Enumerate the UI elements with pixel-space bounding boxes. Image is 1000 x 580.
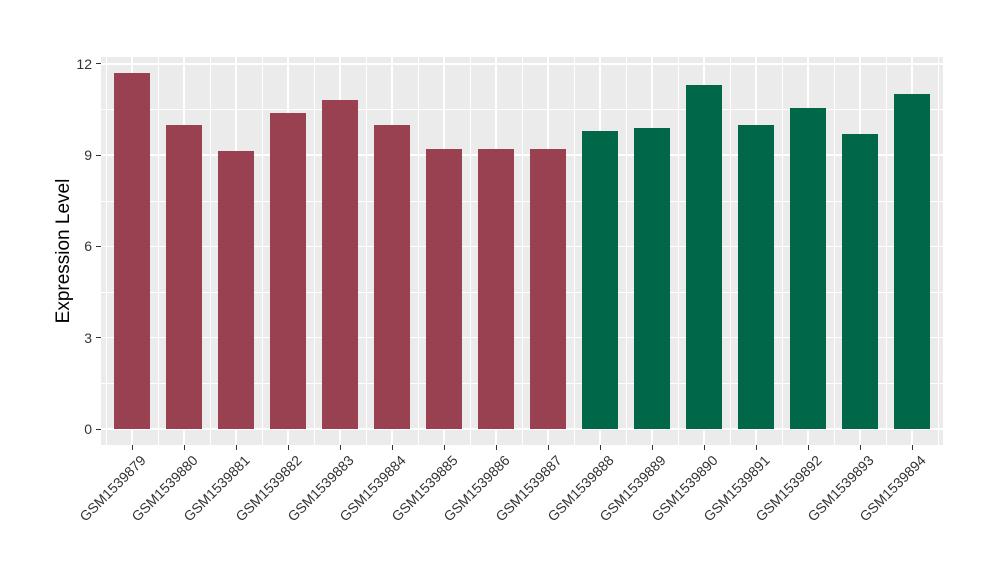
bar-GSM1539881 bbox=[218, 150, 254, 429]
y-tick-label: 0 bbox=[84, 421, 92, 437]
gridline-minor-v bbox=[730, 57, 731, 445]
x-tick-mark bbox=[235, 445, 237, 450]
gridline-minor-v bbox=[262, 57, 263, 445]
bar-GSM1539892 bbox=[790, 107, 826, 429]
x-tick-mark bbox=[651, 445, 653, 450]
y-tick-mark bbox=[95, 63, 101, 65]
gridline-minor-v bbox=[314, 57, 315, 445]
gridline-minor-v bbox=[470, 57, 471, 445]
bar-GSM1539884 bbox=[374, 124, 410, 429]
bar-GSM1539879 bbox=[114, 72, 150, 429]
bar-GSM1539893 bbox=[842, 133, 878, 429]
gridline-minor-v bbox=[834, 57, 835, 445]
bar-GSM1539883 bbox=[322, 100, 358, 429]
bar-GSM1539894 bbox=[894, 94, 930, 429]
x-tick-mark bbox=[339, 445, 341, 450]
x-tick-mark bbox=[755, 445, 757, 450]
y-tick-mark bbox=[95, 337, 101, 339]
x-tick-mark bbox=[599, 445, 601, 450]
gridline-minor-v bbox=[938, 57, 939, 445]
gridline-minor-v bbox=[522, 57, 523, 445]
x-tick-mark bbox=[131, 445, 133, 450]
y-tick-mark bbox=[95, 154, 101, 156]
gridline-minor-v bbox=[574, 57, 575, 445]
x-tick-mark bbox=[495, 445, 497, 450]
y-tick-mark bbox=[95, 245, 101, 247]
gridline-minor-v bbox=[106, 57, 107, 445]
bar-GSM1539887 bbox=[530, 149, 566, 429]
y-tick-label: 3 bbox=[84, 329, 92, 346]
y-tick-label: 9 bbox=[84, 147, 92, 164]
bar-GSM1539891 bbox=[738, 124, 774, 429]
y-tick-label: 6 bbox=[84, 238, 92, 255]
gridline-minor-v bbox=[418, 57, 419, 445]
x-tick-mark bbox=[443, 445, 445, 450]
gridline-minor-v bbox=[158, 57, 159, 445]
x-tick-mark bbox=[391, 445, 393, 450]
x-tick-mark bbox=[287, 445, 289, 450]
gridline-minor-v bbox=[210, 57, 211, 445]
gridline-minor-v bbox=[626, 57, 627, 445]
bar-GSM1539888 bbox=[582, 130, 618, 429]
x-tick-mark bbox=[859, 445, 861, 450]
x-tick-mark bbox=[547, 445, 549, 450]
bar-GSM1539882 bbox=[270, 112, 306, 429]
plot-panel bbox=[101, 57, 943, 445]
x-tick-mark bbox=[703, 445, 705, 450]
bar-GSM1539886 bbox=[478, 149, 514, 429]
bar-GSM1539890 bbox=[686, 85, 722, 429]
gridline-minor-v bbox=[678, 57, 679, 445]
bar-GSM1539889 bbox=[634, 127, 670, 429]
x-tick-mark bbox=[807, 445, 809, 450]
bar-GSM1539885 bbox=[426, 149, 462, 429]
gridline-minor-v bbox=[886, 57, 887, 445]
y-tick-label: 12 bbox=[76, 55, 92, 72]
gridline-minor-v bbox=[366, 57, 367, 445]
x-tick-mark bbox=[183, 445, 185, 450]
y-tick-mark bbox=[95, 428, 101, 430]
gridline-minor-v bbox=[782, 57, 783, 445]
x-tick-mark bbox=[911, 445, 913, 450]
bar-GSM1539880 bbox=[166, 124, 202, 429]
